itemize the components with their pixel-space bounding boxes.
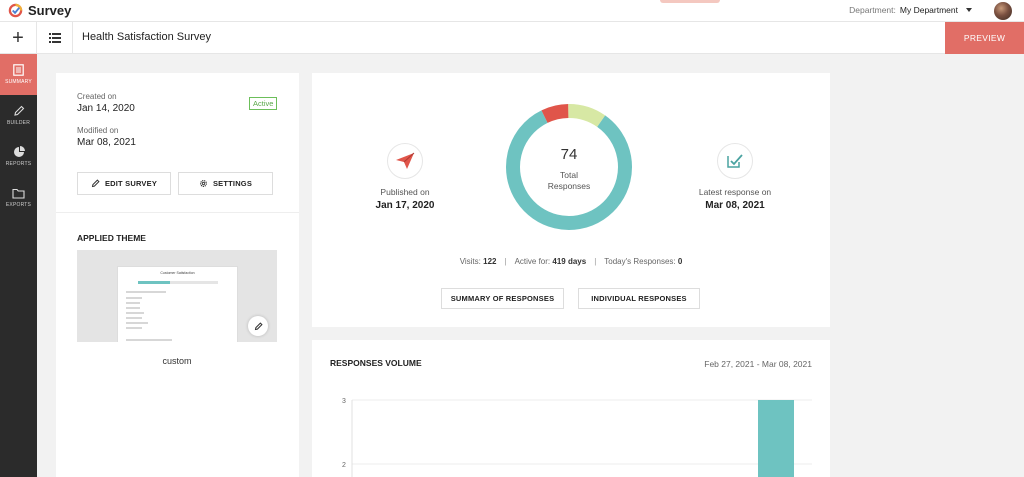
department-label: Department: bbox=[849, 5, 896, 15]
app-name: Survey bbox=[28, 3, 72, 18]
published-value: Jan 17, 2020 bbox=[375, 200, 435, 211]
theme-preview-line bbox=[126, 339, 172, 341]
divider bbox=[56, 212, 299, 213]
summary-of-responses-button[interactable]: SUMMARY OF RESPONSES bbox=[441, 288, 564, 309]
modified-value: Mar 08, 2021 bbox=[77, 137, 136, 148]
app-logo[interactable]: Survey bbox=[8, 3, 71, 18]
individual-responses-button[interactable]: INDIVIDUAL RESPONSES bbox=[578, 288, 700, 309]
total-responses-count: 74 bbox=[560, 146, 578, 163]
theme-preview-line bbox=[126, 322, 148, 324]
visits-stat: Visits: 122 bbox=[459, 257, 497, 266]
pencil-icon bbox=[13, 105, 24, 116]
y-tick-label: 3 bbox=[342, 398, 346, 405]
separator: | bbox=[504, 257, 507, 266]
todays-responses-stat: Today's Responses: 0 bbox=[604, 257, 683, 266]
theme-preview-line bbox=[126, 302, 140, 304]
list-menu-icon[interactable] bbox=[37, 22, 73, 54]
add-icon[interactable]: + bbox=[0, 22, 37, 54]
sidebar-item-builder[interactable]: BUILDER bbox=[0, 95, 37, 136]
settings-button[interactable]: SETTINGS bbox=[178, 172, 273, 195]
latest-response-label: Latest response on bbox=[698, 187, 772, 197]
theme-preview-title: Customer Satisfaction bbox=[160, 271, 195, 275]
responses-volume-title: RESPONSES VOLUME bbox=[330, 358, 422, 368]
survey-toolbar: + Health Satisfaction Survey PREVIEW bbox=[0, 22, 1024, 54]
gear-icon bbox=[199, 180, 207, 187]
top-bar: Survey Department: My Department bbox=[0, 0, 1024, 22]
responses-label: Responses bbox=[547, 181, 591, 191]
theme-preview-line bbox=[126, 317, 142, 319]
survey-logo-icon bbox=[8, 3, 23, 18]
separator: | bbox=[594, 257, 597, 266]
responses-volume-chart: 23 bbox=[342, 398, 812, 477]
pie-chart-icon bbox=[13, 146, 25, 157]
theme-preview[interactable]: Customer Satisfaction bbox=[77, 250, 277, 342]
responses-donut: 74 Total Responses bbox=[505, 103, 633, 231]
donut-segment-1 bbox=[506, 104, 632, 230]
sidebar-item-label: EXPORTS bbox=[5, 201, 32, 208]
responses-summary-card: Published on Jan 17, 2020 74 Total Respo… bbox=[312, 73, 830, 327]
pencil-icon bbox=[91, 179, 100, 188]
date-range[interactable]: Feb 27, 2021 - Mar 08, 2021 bbox=[704, 359, 812, 369]
theme-preview-form: Customer Satisfaction bbox=[117, 266, 238, 342]
sidebar-item-reports[interactable]: REPORTS bbox=[0, 136, 37, 177]
paper-plane-icon bbox=[387, 143, 423, 179]
theme-name: custom bbox=[162, 356, 192, 366]
department-value: My Department bbox=[899, 5, 958, 15]
total-label: Total bbox=[560, 170, 578, 180]
created-label: Created on bbox=[77, 92, 117, 101]
user-avatar[interactable] bbox=[994, 2, 1012, 20]
settings-label: SETTINGS bbox=[212, 179, 253, 188]
sidebar: SUMMARY BUILDER REPORTS EXPORTS bbox=[0, 54, 37, 477]
volume-bar[interactable] bbox=[758, 400, 794, 477]
document-icon bbox=[13, 64, 24, 76]
edit-survey-label: EDIT SURVEY bbox=[104, 179, 158, 188]
sidebar-item-summary[interactable]: SUMMARY bbox=[0, 54, 37, 95]
sidebar-item-label: REPORTS bbox=[5, 161, 32, 167]
created-value: Jan 14, 2020 bbox=[77, 103, 135, 114]
survey-title: Health Satisfaction Survey bbox=[82, 31, 212, 43]
checkbox-icon bbox=[717, 143, 753, 179]
survey-stats: Visits: 122 | Active for: 419 days | Tod… bbox=[312, 257, 830, 266]
theme-preview-line bbox=[126, 327, 142, 329]
applied-theme-heading: APPLIED THEME bbox=[77, 233, 146, 243]
pencil-icon bbox=[254, 321, 263, 330]
sidebar-item-label: SUMMARY bbox=[5, 79, 32, 85]
sidebar-item-exports[interactable]: EXPORTS bbox=[0, 177, 37, 218]
theme-preview-progress bbox=[138, 281, 218, 284]
folder-icon bbox=[12, 188, 25, 199]
y-tick-label: 2 bbox=[342, 462, 346, 469]
theme-preview-line bbox=[126, 307, 140, 309]
department-selector[interactable]: Department: My Department bbox=[849, 5, 972, 15]
status-badge: Active bbox=[249, 97, 278, 110]
theme-preview-line bbox=[126, 291, 166, 293]
preview-button[interactable]: PREVIEW bbox=[945, 22, 1024, 54]
modified-label: Modified on bbox=[77, 126, 119, 135]
survey-info-card: Created on Jan 14, 2020 Active Modified … bbox=[56, 73, 299, 477]
theme-preview-line bbox=[126, 312, 144, 314]
donut-segment-0 bbox=[506, 104, 632, 230]
published-label: Published on bbox=[380, 187, 430, 197]
caret-down-icon bbox=[966, 8, 972, 12]
top-accent-decoration bbox=[660, 0, 720, 3]
edit-survey-button[interactable]: EDIT SURVEY bbox=[77, 172, 171, 195]
theme-preview-line bbox=[126, 297, 142, 299]
responses-volume-card: RESPONSES VOLUME Feb 27, 2021 - Mar 08, … bbox=[312, 340, 830, 477]
active-for-stat: Active for: 419 days bbox=[514, 257, 587, 266]
sidebar-item-label: BUILDER bbox=[6, 120, 31, 126]
latest-response-value: Mar 08, 2021 bbox=[705, 200, 765, 211]
donut-chart bbox=[506, 104, 632, 230]
edit-theme-button[interactable] bbox=[248, 316, 268, 336]
donut-segment-2 bbox=[506, 104, 632, 230]
